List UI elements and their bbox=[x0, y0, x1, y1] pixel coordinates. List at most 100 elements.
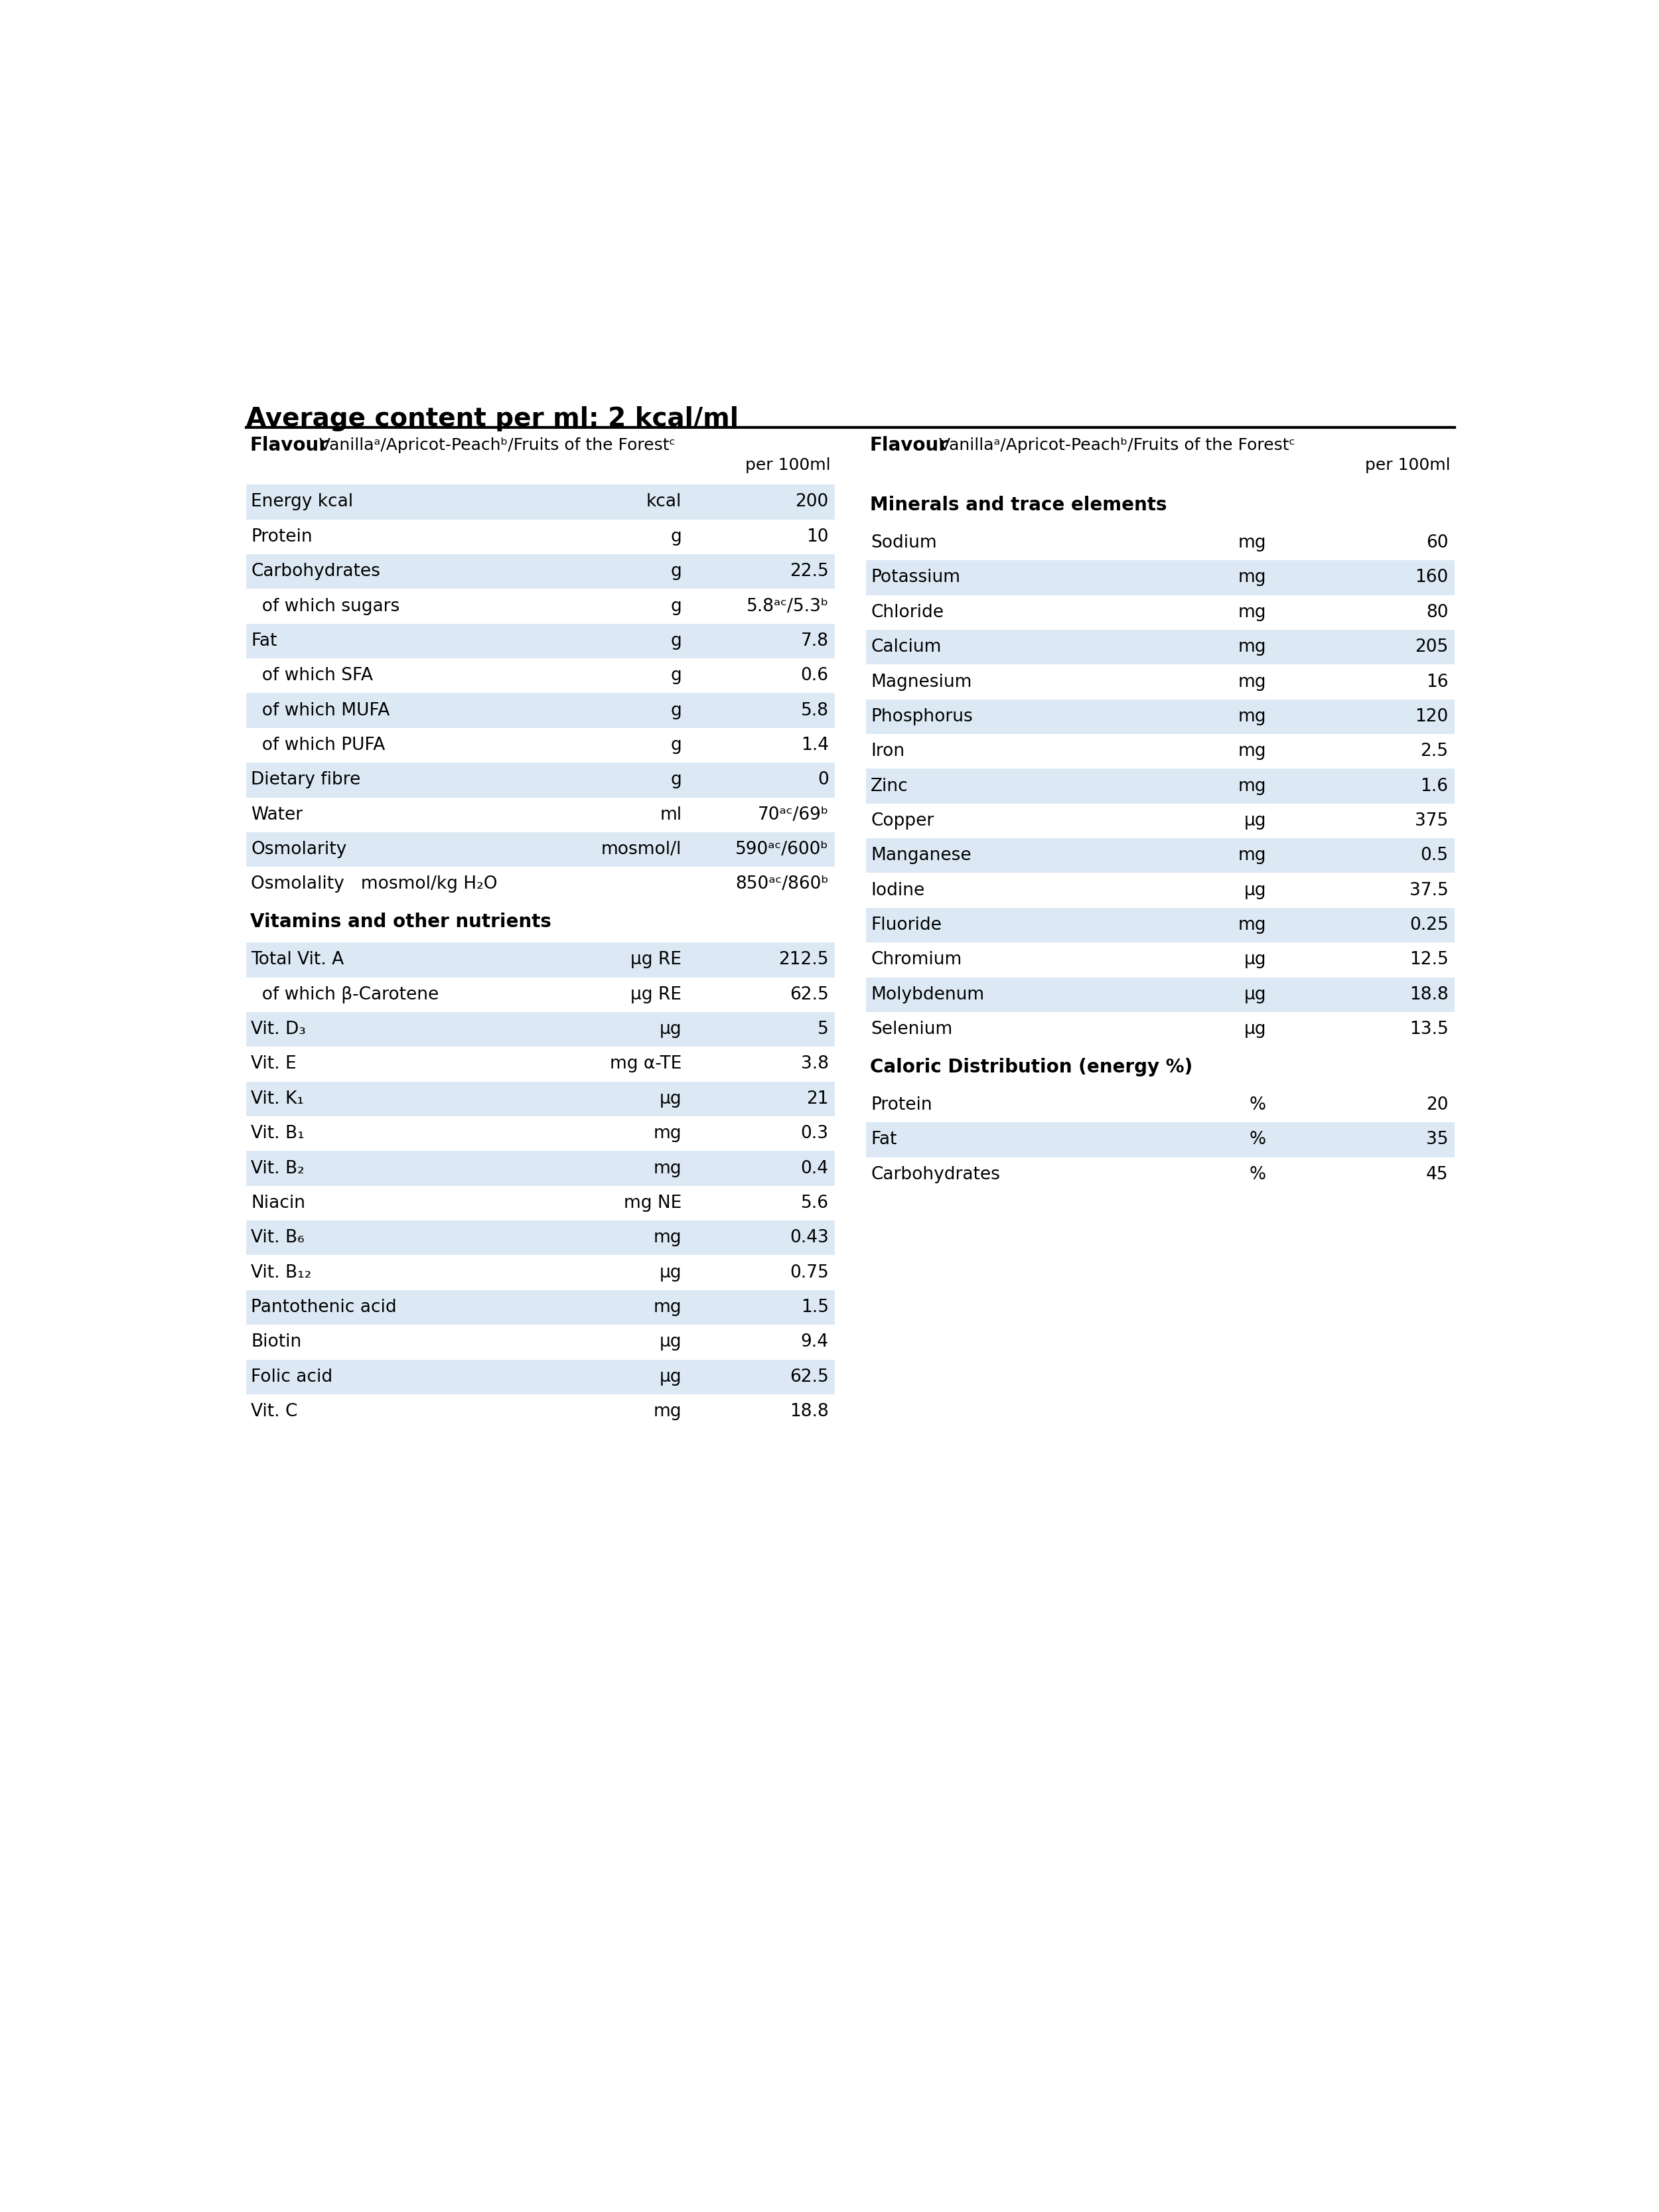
Bar bbox=[246, 520, 834, 555]
Text: mg: mg bbox=[1238, 708, 1266, 726]
Text: g: g bbox=[670, 529, 682, 546]
Bar bbox=[866, 838, 1455, 874]
Bar bbox=[866, 734, 1455, 770]
Text: mg: mg bbox=[654, 1126, 682, 1141]
Text: 0: 0 bbox=[818, 772, 828, 790]
Text: Protein: Protein bbox=[871, 1097, 932, 1113]
Text: of which MUFA: of which MUFA bbox=[251, 701, 390, 719]
Text: 5.8ᵃᶜ/5.3ᵇ: 5.8ᵃᶜ/5.3ᵇ bbox=[747, 597, 828, 615]
Bar bbox=[246, 902, 834, 942]
Bar bbox=[866, 595, 1455, 630]
Text: kcal: kcal bbox=[647, 493, 682, 511]
Text: 70ᵃᶜ/69ᵇ: 70ᵃᶜ/69ᵇ bbox=[758, 805, 828, 823]
Bar bbox=[866, 1121, 1455, 1157]
Text: μg: μg bbox=[1244, 951, 1266, 969]
Text: Total Vit. A: Total Vit. A bbox=[251, 951, 343, 969]
Text: Average content per ml: 2 kcal/ml: Average content per ml: 2 kcal/ml bbox=[246, 407, 738, 431]
Text: mg: mg bbox=[1238, 779, 1266, 794]
Text: Chloride: Chloride bbox=[871, 604, 944, 622]
Text: μg RE: μg RE bbox=[630, 951, 682, 969]
Bar bbox=[866, 942, 1455, 978]
Bar bbox=[246, 1325, 834, 1360]
Text: Vit. B₆: Vit. B₆ bbox=[251, 1230, 305, 1248]
Text: Manganese: Manganese bbox=[871, 847, 972, 865]
Text: Vit. B₁: Vit. B₁ bbox=[251, 1126, 305, 1141]
Bar bbox=[246, 1394, 834, 1429]
Bar bbox=[866, 526, 1455, 560]
Text: mg: mg bbox=[1238, 535, 1266, 551]
Text: Water: Water bbox=[251, 805, 304, 823]
Text: g: g bbox=[670, 737, 682, 754]
Text: 850ᵃᶜ/860ᵇ: 850ᵃᶜ/860ᵇ bbox=[735, 876, 828, 894]
Text: Biotin: Biotin bbox=[251, 1334, 302, 1352]
Text: μg: μg bbox=[1244, 883, 1266, 898]
Text: Carbohydrates: Carbohydrates bbox=[251, 562, 380, 580]
Text: Chromium: Chromium bbox=[871, 951, 962, 969]
Text: %: % bbox=[1249, 1130, 1266, 1148]
Bar bbox=[866, 484, 1455, 526]
Text: μg: μg bbox=[660, 1020, 682, 1037]
Bar bbox=[246, 659, 834, 692]
Text: g: g bbox=[670, 633, 682, 650]
Bar bbox=[866, 907, 1455, 942]
Text: mg α-TE: mg α-TE bbox=[611, 1055, 682, 1073]
Bar bbox=[866, 560, 1455, 595]
Text: μg: μg bbox=[660, 1334, 682, 1352]
Text: Vit. D₃: Vit. D₃ bbox=[251, 1020, 305, 1037]
Text: 205: 205 bbox=[1415, 639, 1448, 655]
Text: 5: 5 bbox=[818, 1020, 828, 1037]
Text: 62.5: 62.5 bbox=[790, 987, 828, 1004]
Bar bbox=[246, 1046, 834, 1082]
Text: μg: μg bbox=[1244, 1020, 1266, 1037]
Text: Zinc: Zinc bbox=[871, 779, 909, 794]
Text: μg: μg bbox=[1244, 987, 1266, 1004]
Text: 37.5: 37.5 bbox=[1410, 883, 1448, 898]
Text: mg: mg bbox=[1238, 672, 1266, 690]
Text: Calcium: Calcium bbox=[871, 639, 941, 655]
Text: mg: mg bbox=[1238, 743, 1266, 761]
Text: of which sugars: of which sugars bbox=[251, 597, 400, 615]
Bar bbox=[866, 1046, 1455, 1088]
Text: 7.8: 7.8 bbox=[801, 633, 828, 650]
Bar bbox=[246, 484, 834, 520]
Bar bbox=[246, 555, 834, 588]
Text: 35: 35 bbox=[1427, 1130, 1448, 1148]
Text: 80: 80 bbox=[1427, 604, 1448, 622]
Text: Vanillaᵃ/Apricot-Peachᵇ/Fruits of the Forestᶜ: Vanillaᵃ/Apricot-Peachᵇ/Fruits of the Fo… bbox=[939, 438, 1296, 453]
Text: Flavour: Flavour bbox=[251, 436, 328, 456]
Text: per 100ml: per 100ml bbox=[1365, 458, 1450, 473]
Text: of which PUFA: of which PUFA bbox=[251, 737, 385, 754]
Text: 200: 200 bbox=[795, 493, 828, 511]
Text: 160: 160 bbox=[1415, 568, 1448, 586]
Text: 0.5: 0.5 bbox=[1420, 847, 1448, 865]
Bar bbox=[246, 1186, 834, 1221]
Text: Energy kcal: Energy kcal bbox=[251, 493, 353, 511]
Text: mg: mg bbox=[654, 1159, 682, 1177]
Text: Fluoride: Fluoride bbox=[871, 916, 942, 933]
Bar bbox=[866, 429, 1455, 476]
Bar bbox=[866, 978, 1455, 1013]
Text: μg: μg bbox=[660, 1369, 682, 1385]
Text: 0.6: 0.6 bbox=[801, 668, 828, 684]
Text: 13.5: 13.5 bbox=[1410, 1020, 1448, 1037]
Bar bbox=[866, 664, 1455, 699]
Text: 22.5: 22.5 bbox=[790, 562, 828, 580]
Text: Flavour: Flavour bbox=[869, 436, 947, 456]
Text: 0.4: 0.4 bbox=[801, 1159, 828, 1177]
Bar bbox=[246, 942, 834, 978]
Text: Osmolality   mosmol/kg H₂O: Osmolality mosmol/kg H₂O bbox=[251, 876, 498, 894]
Bar bbox=[246, 692, 834, 728]
Bar bbox=[866, 770, 1455, 803]
Text: 3.8: 3.8 bbox=[801, 1055, 828, 1073]
Bar bbox=[246, 1082, 834, 1117]
Text: 5.8: 5.8 bbox=[801, 701, 828, 719]
Text: Iodine: Iodine bbox=[871, 883, 924, 898]
Text: 21: 21 bbox=[806, 1091, 828, 1108]
Text: μg: μg bbox=[1244, 812, 1266, 830]
Text: %: % bbox=[1249, 1097, 1266, 1113]
Text: Protein: Protein bbox=[251, 529, 312, 546]
Text: of which SFA: of which SFA bbox=[251, 668, 373, 684]
Bar bbox=[866, 699, 1455, 734]
Text: μg: μg bbox=[660, 1091, 682, 1108]
Bar bbox=[246, 624, 834, 659]
